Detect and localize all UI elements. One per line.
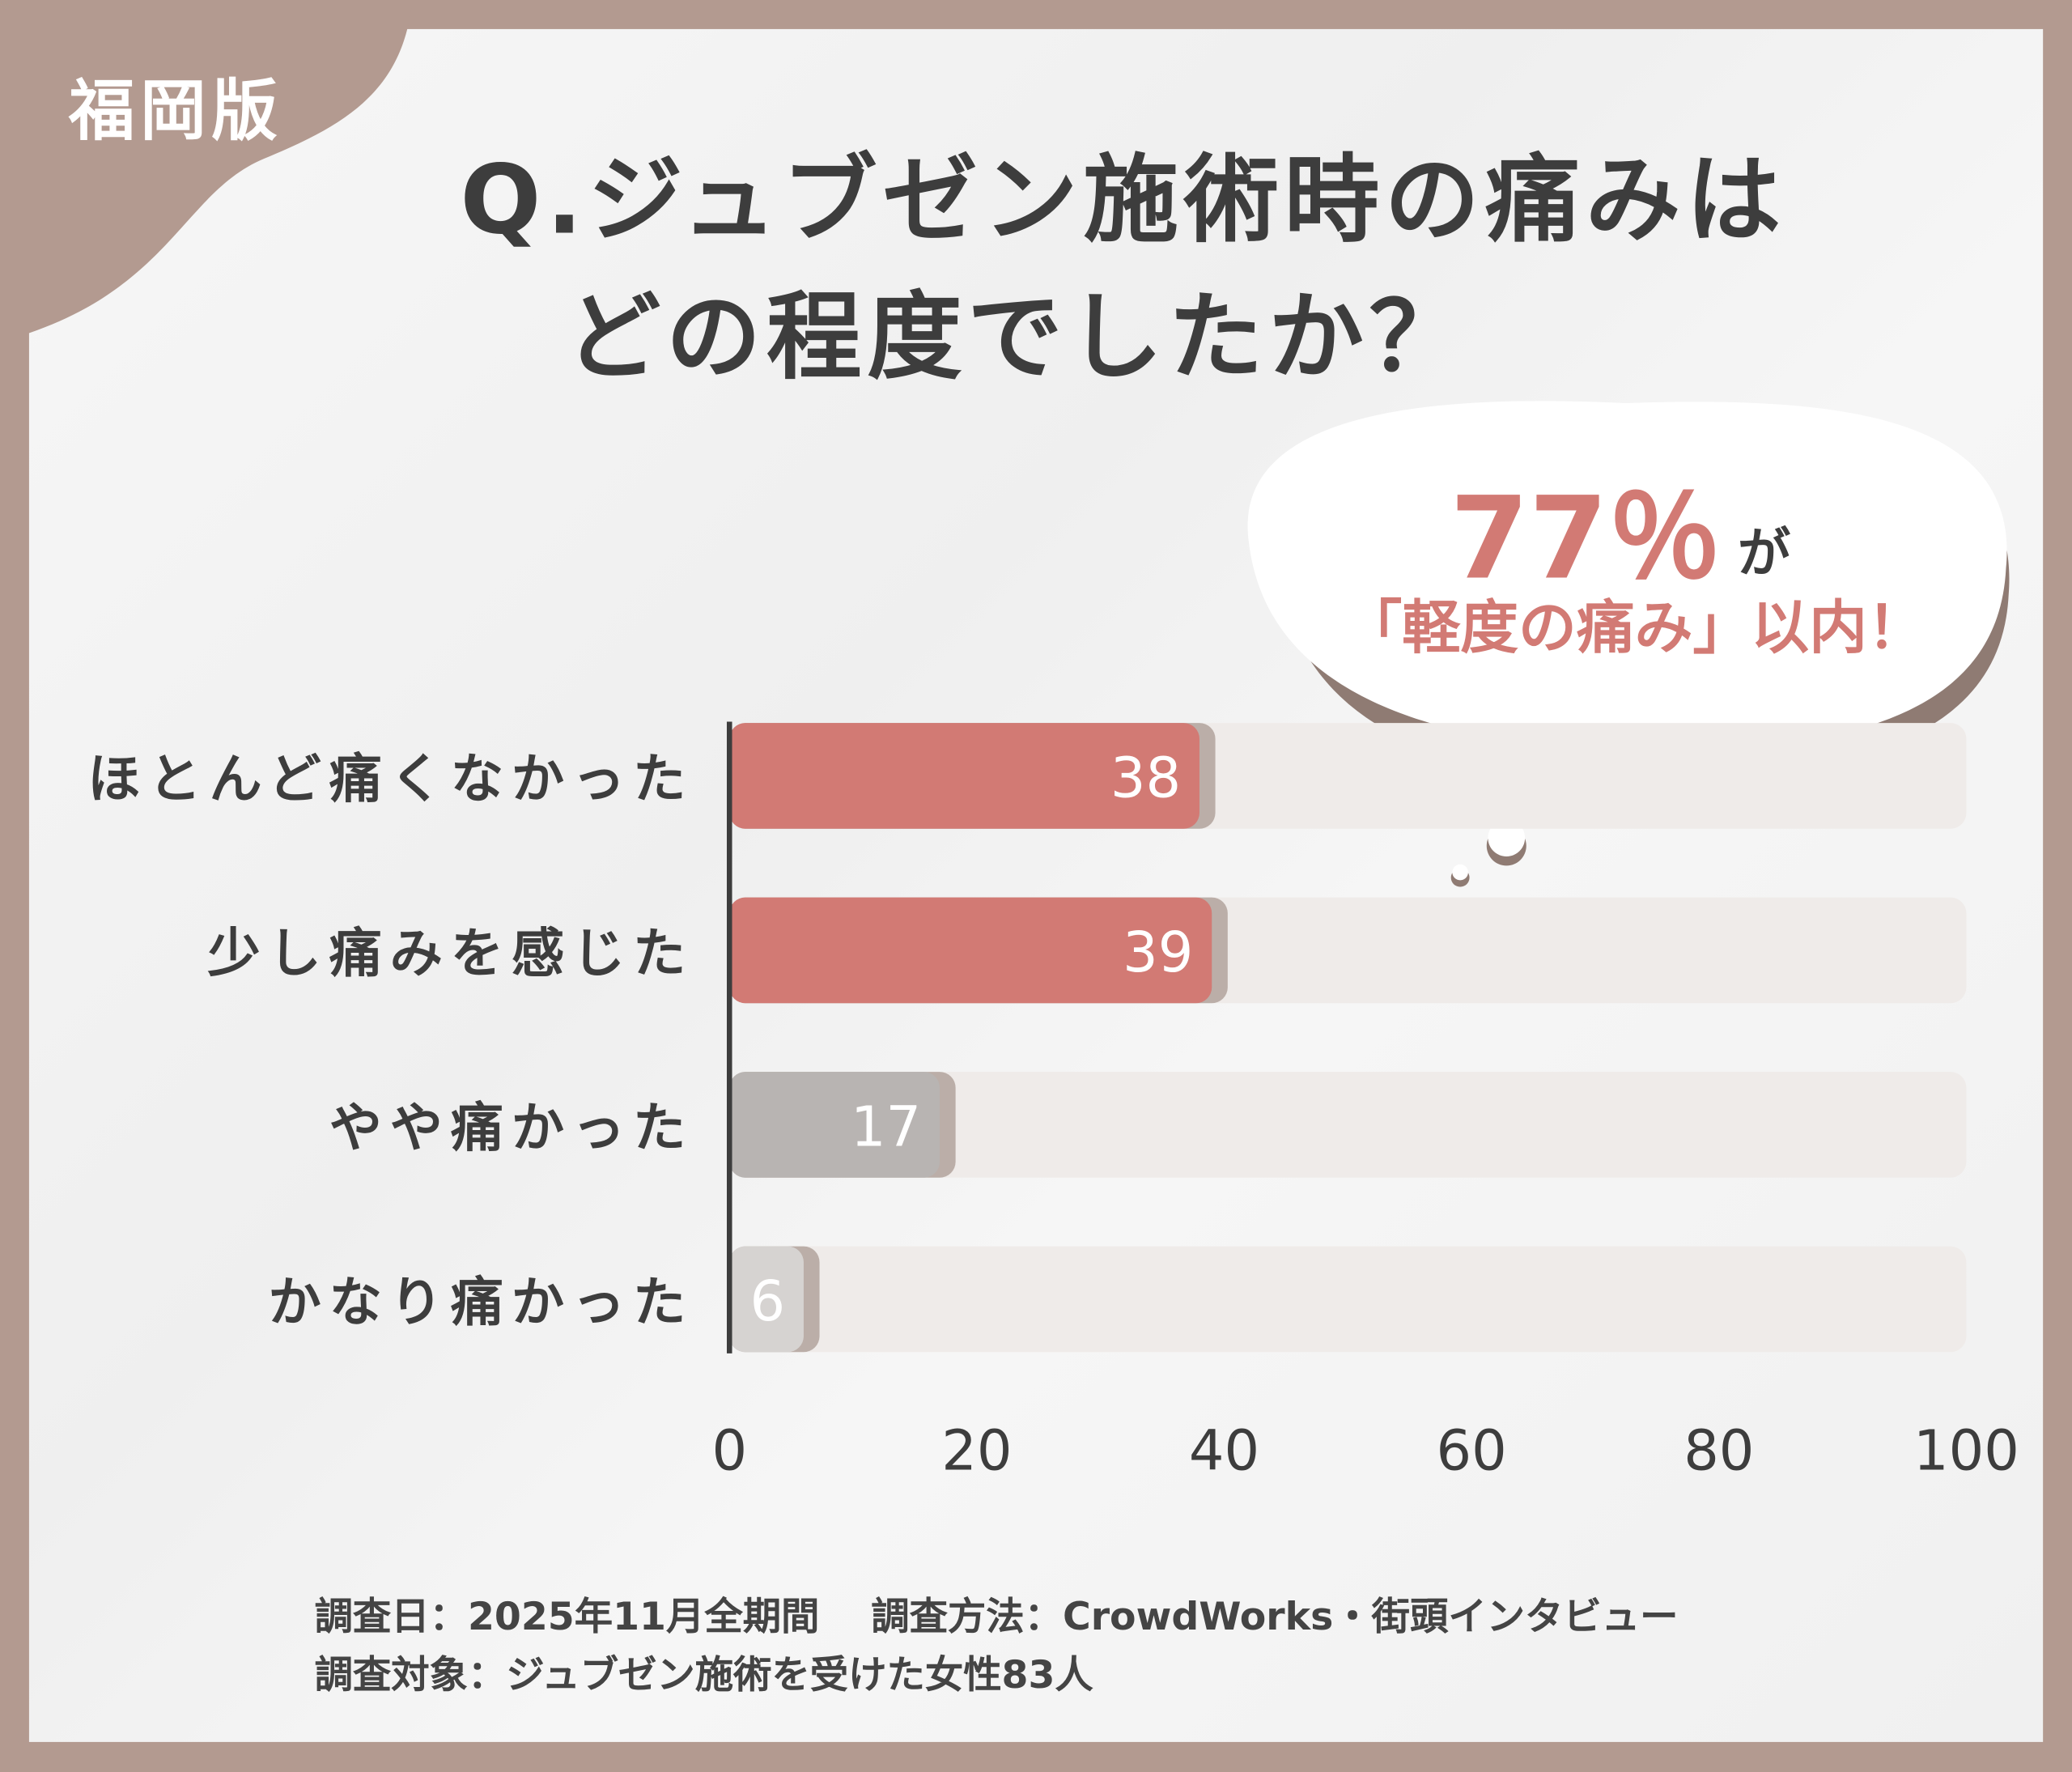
x-tick-label: 20 <box>941 1419 1012 1484</box>
callout-text: 「軽度の痛み」以内！ <box>1344 593 1926 661</box>
content-panel <box>28 28 2044 1742</box>
footer-survey-target: 調査対象：ジュブゼン施術を受けた女性83人 <box>314 1651 1093 1698</box>
category-label: やや痛かった <box>329 1098 694 1159</box>
bar <box>729 897 1212 1004</box>
category-label: 少し痛みを感じた <box>207 923 694 984</box>
bar-track <box>729 1246 1967 1353</box>
callout-particle: が <box>1738 522 1790 584</box>
title-line-2: どの程度でしたか？ <box>565 281 1470 393</box>
footer-survey-info: 調査日：2025年11月全期間 調査方法：CrowdWorks・街頭インタビュー <box>314 1594 1679 1639</box>
bar <box>729 1246 804 1353</box>
corner-decoration <box>0 0 413 334</box>
bar <box>729 1072 940 1178</box>
x-tick-label: 100 <box>1913 1419 2019 1484</box>
bar-value-label: 17 <box>851 1095 921 1160</box>
bar-value-label: 6 <box>749 1269 785 1334</box>
category-label: かなり痛かった <box>269 1272 694 1333</box>
x-tick-label: 60 <box>1437 1419 1507 1484</box>
callout-bubble: 77％ が 「軽度の痛み」以内！ <box>1247 401 2010 887</box>
bar-value-label: 39 <box>1123 920 1193 985</box>
region-badge: 福岡版 <box>68 72 283 150</box>
bar <box>729 723 1199 829</box>
bar-value-label: 38 <box>1110 746 1181 811</box>
bar-track <box>729 1072 1967 1178</box>
x-tick-label: 40 <box>1189 1419 1259 1484</box>
category-label: ほとんど痛くなかった <box>87 749 694 810</box>
callout-percent: 77％ <box>1450 473 1722 605</box>
x-tick-label: 80 <box>1684 1419 1754 1484</box>
x-tick-label: 0 <box>711 1419 747 1484</box>
title-line-1: Q.ジュブゼン施術時の痛みは <box>460 143 1787 256</box>
